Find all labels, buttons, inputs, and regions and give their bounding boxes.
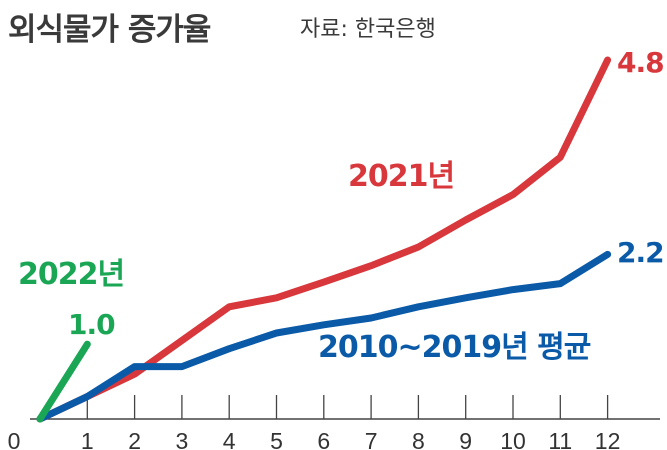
data-label-2022-end: 1.0 bbox=[68, 308, 115, 341]
x-tick-label: 8 bbox=[412, 428, 425, 450]
x-axis: 0 1 2 3 4 5 6 7 8 9 10 11 12 bbox=[8, 395, 660, 450]
x-tick-label: 10 bbox=[500, 428, 526, 450]
series-name-2022: 2022년 bbox=[18, 257, 124, 292]
x-tick-label: 11 bbox=[548, 428, 572, 450]
series-name-2021: 2021년 bbox=[348, 159, 454, 194]
x-tick-label: 7 bbox=[365, 428, 378, 450]
series-labels: 2021년 4.8 2010~2019년 평균 2.2 2022년 1.0 bbox=[18, 46, 665, 365]
x-tick-label: 1 bbox=[81, 428, 94, 450]
chart-title: 외식물가 증가율 bbox=[8, 12, 211, 48]
source-label: 자료: 한국은행 bbox=[300, 17, 436, 42]
series-line bbox=[36, 56, 612, 423]
series-line bbox=[36, 340, 91, 423]
data-label-2010-2019-end: 2.2 bbox=[617, 236, 664, 269]
x-tick-label: 9 bbox=[459, 428, 472, 450]
x-tick-label: 2 bbox=[128, 428, 141, 450]
x-tick-label: 3 bbox=[176, 428, 189, 450]
series-name-2010-2019: 2010~2019년 평균 bbox=[318, 330, 591, 365]
x-tick-label: 4 bbox=[223, 428, 236, 450]
x-tick-label: 0 bbox=[8, 428, 21, 450]
x-tick-label: 12 bbox=[595, 428, 621, 450]
series-lines bbox=[36, 56, 612, 423]
x-tick-label: 5 bbox=[270, 428, 283, 450]
x-tick-label: 6 bbox=[317, 428, 330, 450]
data-label-2021-end: 4.8 bbox=[617, 46, 664, 79]
